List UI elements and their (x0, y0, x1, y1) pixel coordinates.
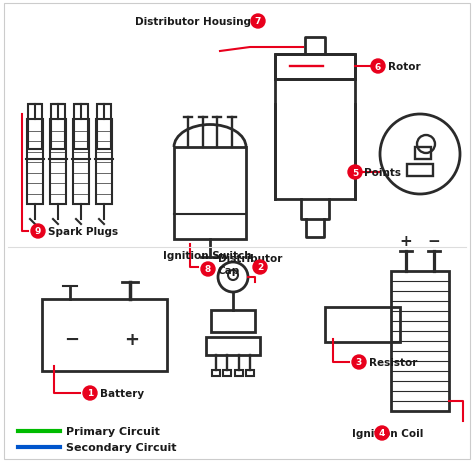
Text: Points: Points (364, 168, 401, 178)
Bar (391, 271, 449, 411)
Circle shape (348, 166, 362, 180)
Bar (28, 105, 42, 150)
Text: 9: 9 (35, 227, 41, 236)
Text: 1: 1 (87, 388, 93, 398)
Text: 6: 6 (375, 63, 381, 71)
Bar (50, 120, 66, 205)
Circle shape (251, 15, 265, 29)
Bar (235, 370, 243, 376)
Bar (325, 307, 400, 342)
Text: 8: 8 (205, 265, 211, 274)
Text: −: − (428, 234, 440, 249)
Circle shape (371, 60, 385, 74)
Bar (74, 105, 88, 150)
Bar (51, 105, 65, 150)
Bar (96, 120, 112, 205)
Circle shape (201, 263, 215, 276)
Bar (73, 120, 89, 205)
Circle shape (352, 355, 366, 369)
Bar (27, 120, 43, 205)
Bar (174, 148, 246, 239)
Bar (97, 105, 111, 150)
Text: −: − (64, 330, 80, 348)
Text: Distributor Housing: Distributor Housing (135, 17, 251, 27)
Text: 5: 5 (352, 168, 358, 177)
Bar (212, 370, 220, 376)
Text: Resistor: Resistor (369, 357, 418, 367)
Text: Battery: Battery (100, 388, 144, 398)
Circle shape (253, 260, 267, 275)
Text: Secondary Circuit: Secondary Circuit (66, 442, 176, 452)
Text: +: + (400, 234, 412, 249)
Bar (407, 165, 433, 176)
Bar (211, 310, 255, 332)
Text: Spark Plugs: Spark Plugs (48, 226, 118, 237)
Text: Rotor: Rotor (388, 62, 420, 72)
Text: 7: 7 (255, 18, 261, 26)
Text: 3: 3 (356, 358, 362, 367)
Text: Primary Circuit: Primary Circuit (66, 426, 160, 436)
Bar (246, 370, 254, 376)
Text: Ignition Coil: Ignition Coil (352, 428, 423, 438)
Bar (275, 80, 355, 200)
Circle shape (375, 426, 389, 440)
Bar (275, 55, 355, 80)
Text: 4: 4 (379, 429, 385, 438)
Circle shape (83, 386, 97, 400)
Bar (206, 337, 260, 355)
Text: 2: 2 (257, 263, 263, 272)
Bar (42, 300, 167, 371)
Text: Ignition Switch: Ignition Switch (163, 250, 252, 260)
Bar (415, 148, 431, 160)
Circle shape (31, 225, 45, 238)
Bar (223, 370, 231, 376)
Text: Distributor
Cap: Distributor Cap (218, 254, 283, 275)
Text: +: + (125, 330, 139, 348)
